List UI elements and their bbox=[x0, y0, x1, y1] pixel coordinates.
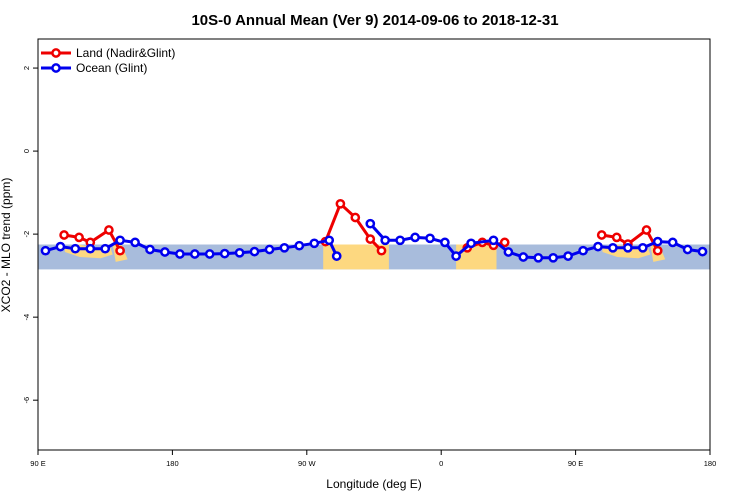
data-point bbox=[395, 235, 405, 246]
data-point bbox=[425, 233, 435, 244]
x-tick-label: 90 W bbox=[298, 459, 316, 468]
legend-marker bbox=[51, 63, 61, 73]
data-point bbox=[637, 242, 648, 253]
data-point bbox=[100, 243, 111, 254]
data-point bbox=[667, 237, 678, 248]
data-point bbox=[548, 252, 559, 263]
x-tick-label: 90 E bbox=[568, 459, 583, 468]
data-point bbox=[59, 230, 69, 240]
y-tick-label: -6 bbox=[22, 397, 31, 404]
y-axis-label: XCO2 - MLO trend (ppm) bbox=[0, 178, 13, 313]
data-point bbox=[641, 225, 652, 235]
data-point bbox=[294, 240, 305, 251]
data-point bbox=[578, 245, 588, 256]
data-point bbox=[596, 230, 607, 240]
series-land bbox=[59, 198, 663, 256]
data-point bbox=[499, 237, 510, 248]
chart-title: 10S-0 Annual Mean (Ver 9) 2014-09-06 to … bbox=[191, 12, 558, 29]
data-point bbox=[563, 251, 573, 261]
legend-marker bbox=[51, 48, 61, 58]
land-south-america bbox=[323, 244, 389, 270]
y-tick-label: -4 bbox=[22, 314, 31, 321]
data-point bbox=[249, 246, 260, 257]
data-point bbox=[335, 198, 346, 209]
x-axis: 90 E 180 90 W 0 90 E 180 bbox=[30, 450, 716, 468]
data-point bbox=[682, 244, 693, 255]
x-axis-label: Longitude (deg E) bbox=[326, 477, 421, 491]
data-point bbox=[440, 237, 450, 248]
data-point bbox=[451, 251, 461, 261]
y-tick-label: -2 bbox=[22, 231, 31, 238]
data-point bbox=[324, 235, 335, 246]
data-point bbox=[611, 232, 622, 243]
data-point bbox=[279, 242, 290, 253]
data-point bbox=[234, 247, 245, 258]
y-tick-label: 0 bbox=[22, 149, 31, 153]
data-point bbox=[466, 238, 476, 249]
data-point bbox=[309, 238, 320, 249]
y-axis: 2 0 -2 -4 -6 bbox=[22, 66, 38, 404]
data-point bbox=[175, 249, 185, 259]
data-point bbox=[503, 247, 514, 257]
y-tick-label: 2 bbox=[22, 66, 31, 70]
legend-label: Ocean (Glint) bbox=[76, 61, 147, 75]
data-point bbox=[608, 242, 618, 253]
data-point bbox=[652, 245, 663, 256]
data-point bbox=[593, 241, 603, 252]
legend-label: Land (Nadir&Glint) bbox=[76, 46, 175, 60]
data-point bbox=[219, 248, 230, 259]
data-point bbox=[104, 225, 114, 235]
legend: Land (Nadir&Glint)Ocean (Glint) bbox=[41, 46, 175, 75]
data-point bbox=[85, 243, 96, 254]
data-point bbox=[380, 235, 391, 246]
data-point bbox=[160, 247, 170, 257]
data-point bbox=[189, 249, 200, 259]
data-point bbox=[365, 218, 376, 229]
x-tick-label: 90 E bbox=[30, 459, 45, 468]
plot-frame bbox=[37, 38, 711, 451]
x-tick-label: 0 bbox=[439, 459, 443, 468]
data-point bbox=[130, 237, 140, 248]
data-point bbox=[518, 252, 529, 262]
data-point bbox=[365, 234, 376, 244]
data-point bbox=[145, 244, 155, 255]
data-point bbox=[652, 236, 663, 247]
data-point bbox=[74, 232, 84, 243]
data-point bbox=[40, 245, 51, 256]
series-ocean bbox=[40, 218, 708, 263]
data-point bbox=[376, 245, 387, 256]
data-point bbox=[115, 235, 125, 246]
data-point bbox=[350, 212, 361, 223]
data-point bbox=[697, 246, 708, 257]
data-point bbox=[410, 232, 420, 243]
data-point bbox=[115, 245, 125, 256]
data-point bbox=[55, 241, 66, 252]
data-point bbox=[70, 243, 81, 254]
data-point bbox=[533, 252, 544, 263]
data-point bbox=[264, 244, 275, 255]
x-tick-label: 180 bbox=[166, 459, 179, 468]
data-point bbox=[488, 235, 499, 246]
x-tick-label: 180 bbox=[704, 459, 717, 468]
data-point bbox=[623, 242, 633, 253]
series-layer bbox=[40, 198, 708, 263]
data-point bbox=[331, 251, 342, 261]
data-point bbox=[204, 249, 215, 259]
